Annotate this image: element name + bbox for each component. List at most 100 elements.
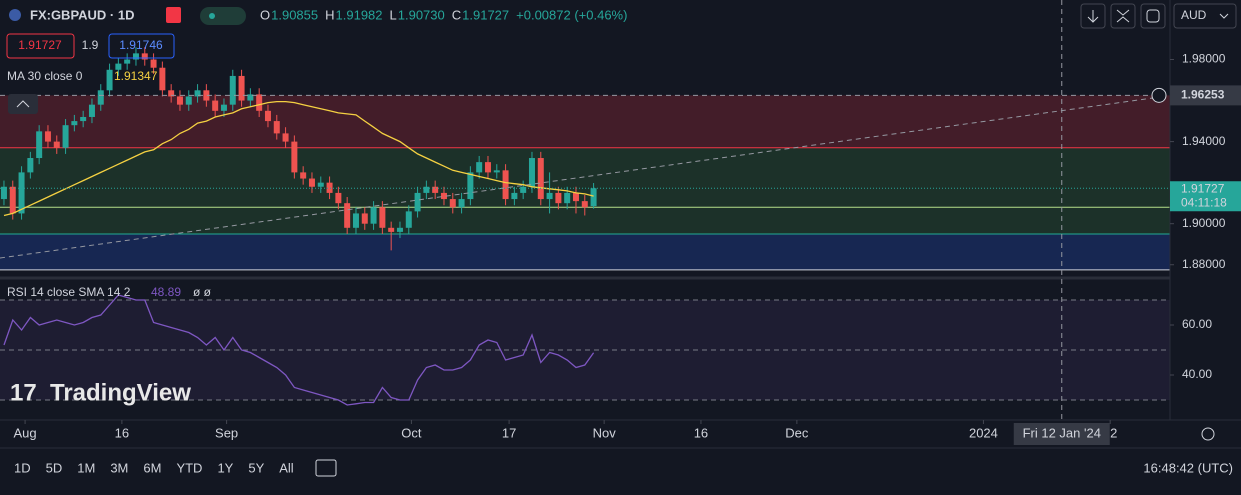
candle-body (44, 131, 51, 142)
ohlc-value: 1.90855 (271, 7, 318, 22)
candle-body (238, 75, 245, 101)
candle-body (546, 192, 553, 200)
status-pill (200, 7, 246, 25)
ask-box[interactable] (108, 33, 175, 59)
y-tick-label: 1.94000 (1182, 134, 1226, 148)
range-button[interactable]: 5D (46, 460, 63, 475)
candle-body (520, 186, 527, 193)
ohlc-key: L (390, 7, 397, 22)
symbol[interactable]: FX:GBPAUD · 1D (30, 7, 134, 22)
candle-body (458, 199, 465, 208)
price-label-bg (1170, 181, 1241, 212)
candle-body (414, 192, 421, 212)
currency-button[interactable] (1173, 3, 1237, 29)
ma-label: MA 30 close 0 (7, 69, 83, 83)
candle-body (405, 211, 412, 228)
candle-body (62, 125, 69, 148)
collapse-icon (16, 100, 30, 108)
x-tick-label: Oct (401, 425, 422, 440)
range-button[interactable]: 5Y (248, 460, 264, 475)
candle-body (256, 94, 263, 111)
button[interactable] (1110, 3, 1136, 29)
range-button[interactable]: 1M (77, 460, 95, 475)
candle-body (590, 188, 597, 207)
candle-body (572, 192, 579, 202)
rsi-value: 48.89 (151, 285, 181, 299)
candle-body (27, 158, 34, 173)
candle-body (18, 172, 25, 214)
candle-body (88, 104, 95, 117)
x-tick-label: 16 (694, 425, 708, 440)
clock[interactable]: 16:48:42 (UTC) (1143, 460, 1233, 475)
candle-body (203, 90, 210, 101)
x-tick-label: Dec (785, 425, 809, 440)
candle-body (317, 182, 324, 187)
candle-body (352, 213, 359, 228)
candle-body (159, 67, 166, 91)
ohlc-key: C (452, 7, 461, 22)
range-button[interactable]: All (279, 460, 294, 475)
ohlc-value: 1.91727 (462, 7, 509, 22)
candle-body (528, 158, 535, 187)
candle-body (308, 178, 315, 187)
range-button[interactable]: YTD (176, 460, 202, 475)
candle-body (264, 110, 271, 122)
candle-body (484, 162, 491, 173)
candle-body (229, 75, 236, 105)
rsi-label: RSI 14 close SMA 14 2 (7, 285, 131, 299)
price-label: 1.91727 (1181, 181, 1225, 195)
settings-icon[interactable] (1201, 427, 1215, 441)
candle-body (53, 141, 60, 148)
currency: AUD (1181, 8, 1207, 22)
collapse-button[interactable] (8, 94, 38, 114)
zone (0, 233, 1170, 270)
candle-body (564, 192, 571, 204)
icon (1219, 13, 1229, 19)
button[interactable] (1080, 3, 1106, 29)
candle-body (537, 158, 544, 200)
ask-price: 1.91746 (119, 38, 163, 52)
button[interactable] (1140, 3, 1166, 29)
candle-body (291, 141, 298, 173)
date-range-icon[interactable] (315, 459, 337, 477)
candle-body (141, 53, 148, 60)
x-tick-label: Aug (14, 425, 37, 440)
candle-body (9, 186, 16, 214)
candle-body (370, 207, 377, 224)
candle-body (326, 182, 333, 193)
bid-box[interactable] (6, 33, 75, 59)
zone (0, 95, 1170, 148)
status-dot (209, 13, 215, 19)
candle-body (80, 116, 87, 122)
candle-body (194, 90, 201, 97)
add-alert-button[interactable] (1151, 87, 1167, 103)
candle-body (432, 186, 439, 193)
range-button[interactable]: 1Y (217, 460, 233, 475)
ohlc-change: +0.00872 (+0.46%) (516, 7, 627, 22)
market-closed-icon (166, 7, 181, 23)
x-tick-label: Sep (215, 425, 238, 440)
ma-value: 1.91347 (114, 69, 158, 83)
candle-body (300, 172, 307, 179)
candle-body (388, 227, 395, 232)
range-button[interactable]: 6M (143, 460, 161, 475)
watermark: TradingView (50, 379, 191, 406)
candle-body (124, 59, 131, 64)
y-tick-label: 1.98000 (1182, 52, 1226, 66)
candle-body (106, 69, 113, 91)
candle-body (379, 207, 386, 228)
candle-body (0, 186, 7, 200)
icon (1146, 9, 1160, 23)
rsi-y-tick-label: 40.00 (1182, 367, 1212, 381)
candle-body (449, 199, 456, 208)
crosshair-date-bg (1013, 423, 1110, 445)
rsi-line (3, 294, 595, 406)
range-button[interactable]: 1D (14, 460, 31, 475)
candle-body (115, 63, 122, 70)
candle-body (476, 162, 483, 173)
candle-body (97, 90, 104, 105)
countdown: 04:11:18 (1181, 195, 1227, 209)
ohlc-key: O (260, 7, 270, 22)
range-button[interactable]: 3M (110, 460, 128, 475)
